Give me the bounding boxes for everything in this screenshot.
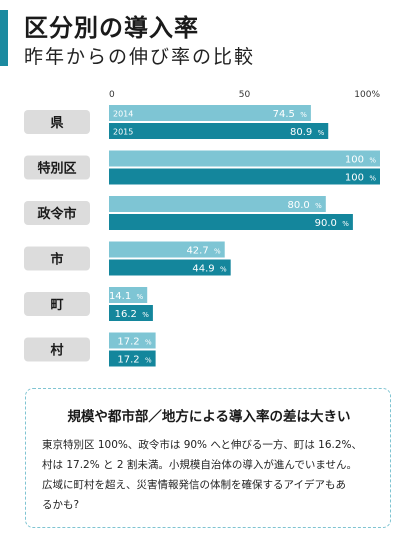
bar: [109, 259, 231, 276]
category-label-box: [24, 337, 90, 362]
data-label: 44.9: [192, 264, 214, 275]
series-label: 2014: [113, 110, 133, 119]
note-body: 東京特別区 100%、政令市は 90% へと伸びる一方、町は 16.2%、 村は…: [42, 435, 376, 515]
bar: [109, 241, 225, 258]
bar: [109, 123, 329, 139]
category-label: 市: [50, 252, 63, 268]
note-line: 村は 17.2% と 2 割未満。小規模自治体の導入が進んでいません。: [42, 459, 358, 471]
bar: [109, 305, 153, 321]
data-label: 74.5: [273, 109, 295, 120]
data-label-unit: %: [145, 357, 152, 365]
bar-chart: 0 50 100% 県 2014 74.5 % 2015 80.9 % 特別区 100 % 100 % 政令市…: [24, 90, 380, 367]
bar: [109, 332, 156, 349]
data-label-unit: %: [369, 157, 376, 165]
data-label: 100: [345, 155, 364, 166]
category-label-box: [24, 110, 90, 134]
note-box: 規模や都市部／地方による導入率の差は大きい 東京特別区 100%、政令市は 90…: [25, 388, 391, 528]
data-label-unit: %: [300, 111, 307, 119]
data-label: 80.9: [290, 127, 312, 138]
note-line: 東京特別区 100%、政令市は 90% へと伸びる一方、町は 16.2%、: [42, 439, 363, 451]
axis-tick-label: 100%: [354, 90, 380, 100]
bar: [109, 105, 311, 121]
data-label-unit: %: [342, 220, 349, 228]
bar: [109, 168, 380, 185]
category-label-box: [24, 246, 90, 271]
note-line: 広域に町村を超え、災害情報発信の体制を確保するアイデアもあ: [42, 479, 346, 491]
data-label: 90.0: [315, 218, 337, 229]
series-label: 2015: [113, 128, 133, 137]
data-label: 100: [345, 173, 364, 184]
note-heading: 規模や都市部／地方による導入率の差は大きい: [67, 409, 351, 425]
data-label-unit: %: [145, 339, 152, 347]
bar: [109, 214, 353, 230]
category-label: 政令市: [37, 206, 76, 222]
axis-tick-label: 0: [109, 90, 115, 100]
data-label: 14.1: [109, 291, 131, 302]
page-title: 区分別の導入率: [24, 14, 199, 42]
data-label: 17.2: [117, 355, 139, 366]
bar: [109, 287, 148, 303]
bar: [109, 196, 326, 212]
category-label: 特別区: [37, 161, 76, 177]
data-label: 42.7: [186, 246, 208, 257]
title-accent-bar: [0, 10, 8, 66]
data-label-unit: %: [142, 311, 149, 319]
data-label-unit: %: [220, 266, 227, 274]
data-label: 17.2: [117, 337, 139, 348]
category-label: 県: [50, 116, 63, 131]
category-label-box: [24, 155, 90, 180]
page-subtitle: 昨年からの伸び率の比較: [24, 46, 256, 68]
bar: [109, 150, 380, 167]
data-label-unit: %: [318, 129, 325, 137]
data-label-unit: %: [137, 293, 144, 301]
data-label: 80.0: [288, 200, 310, 211]
category-label-box: [24, 201, 90, 225]
category-label: 町: [50, 298, 63, 313]
note-line: るかも?: [42, 499, 80, 511]
category-label-box: [24, 292, 90, 316]
bar: [109, 350, 156, 367]
data-label-unit: %: [315, 202, 322, 210]
data-label-unit: %: [214, 248, 221, 256]
axis-tick-label: 50: [239, 90, 251, 100]
data-label-unit: %: [369, 175, 376, 183]
category-label: 村: [50, 343, 63, 359]
data-label: 16.2: [115, 309, 137, 320]
